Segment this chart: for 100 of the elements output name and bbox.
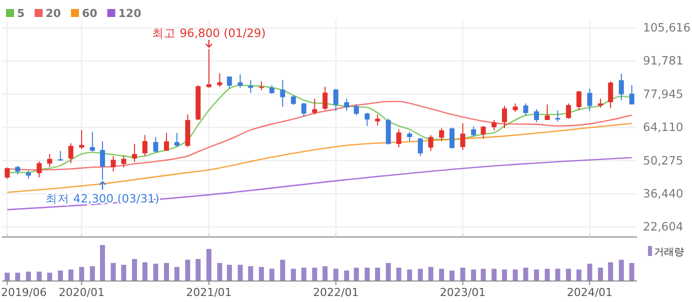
bar (418, 268, 423, 281)
candlestick (312, 98, 318, 115)
bar (142, 262, 148, 281)
candlestick (79, 130, 84, 150)
bar (344, 270, 350, 281)
bar (153, 264, 158, 281)
candlestick (576, 90, 582, 111)
bar (100, 245, 105, 281)
candlestick (47, 154, 52, 168)
candlestick (587, 88, 592, 112)
bar (396, 268, 402, 281)
bar (4, 272, 10, 281)
bar (364, 268, 370, 281)
bar (217, 263, 222, 281)
y-tick-label: 50,275 (643, 153, 684, 168)
candlestick (492, 119, 497, 131)
x-tick-label: 2019/06 (1, 286, 47, 299)
bar (280, 260, 286, 281)
bar (68, 269, 74, 281)
x-tick-label: 2020/01 (58, 286, 104, 299)
bar (312, 268, 318, 281)
legend-label: 20 (46, 7, 62, 20)
candlestick (598, 98, 603, 108)
bar (206, 248, 212, 281)
bar (248, 266, 254, 281)
y-tick-label: 77,945 (643, 86, 684, 101)
y-tick-label: 64,110 (643, 120, 684, 134)
bar (576, 269, 582, 281)
candlestick (36, 160, 42, 178)
candlestick (153, 136, 158, 154)
candlestick (618, 73, 624, 101)
bar (555, 268, 560, 281)
candlestick (174, 132, 180, 148)
candlestick (418, 137, 423, 156)
bar (354, 268, 359, 281)
bar (79, 266, 84, 281)
bar (629, 263, 634, 281)
bar (566, 268, 571, 281)
bar (471, 269, 476, 281)
bar (290, 268, 296, 281)
candlestick (534, 108, 539, 123)
bar (174, 266, 180, 281)
bar (598, 268, 603, 281)
candlestick (333, 88, 338, 112)
candlestick (449, 127, 454, 150)
bar (90, 266, 95, 281)
candlestick (354, 104, 359, 116)
bar (47, 272, 52, 281)
bar (502, 269, 508, 281)
candlestick (280, 80, 286, 108)
candlestick (142, 134, 148, 156)
bar (301, 268, 306, 281)
bar (618, 260, 624, 281)
bar (375, 268, 380, 281)
bar (322, 266, 328, 281)
bar (164, 263, 169, 281)
y-tick-label: 36,440 (643, 186, 684, 200)
candlestick (439, 128, 444, 142)
candlestick (608, 80, 614, 109)
candlestick (301, 102, 306, 118)
annotation: 최고 96,800 (01/29) (152, 26, 266, 40)
candlestick (502, 105, 508, 129)
bar (428, 266, 434, 281)
candlestick (544, 104, 550, 120)
line-series (6, 156, 632, 210)
legend-label: 거래량 (654, 247, 684, 258)
candlestick (132, 143, 137, 162)
bar (460, 268, 466, 281)
bar (121, 264, 126, 281)
candlestick (290, 94, 296, 106)
legend-label: 5 (17, 7, 25, 20)
candlestick (428, 134, 434, 152)
bar (439, 268, 444, 281)
candlestick (110, 155, 116, 172)
candlestick (629, 84, 634, 105)
bar (544, 268, 550, 281)
candlestick (566, 102, 571, 120)
candlestick (90, 131, 95, 152)
legend-label: 120 (118, 7, 142, 20)
bar (36, 272, 42, 281)
candlestick (121, 155, 126, 168)
bar (269, 268, 274, 281)
candlestick (344, 98, 350, 112)
bar (587, 264, 592, 281)
x-tick-label: 2021/01 (186, 286, 232, 299)
bar (110, 263, 116, 281)
candlestick (100, 140, 105, 180)
candlestick (460, 122, 466, 150)
candlestick (523, 102, 528, 116)
bar (15, 272, 20, 281)
bar (58, 270, 63, 281)
bar (333, 268, 338, 281)
candlestick (407, 131, 412, 142)
candlestick (258, 80, 264, 91)
candlestick (375, 114, 380, 126)
x-tick-label: 2023/01 (440, 286, 486, 299)
y-tick-label: 91,781 (643, 54, 684, 68)
y-tick-label: 105,616 (643, 20, 691, 35)
legend-label: 60 (82, 7, 98, 20)
bar (226, 264, 232, 281)
